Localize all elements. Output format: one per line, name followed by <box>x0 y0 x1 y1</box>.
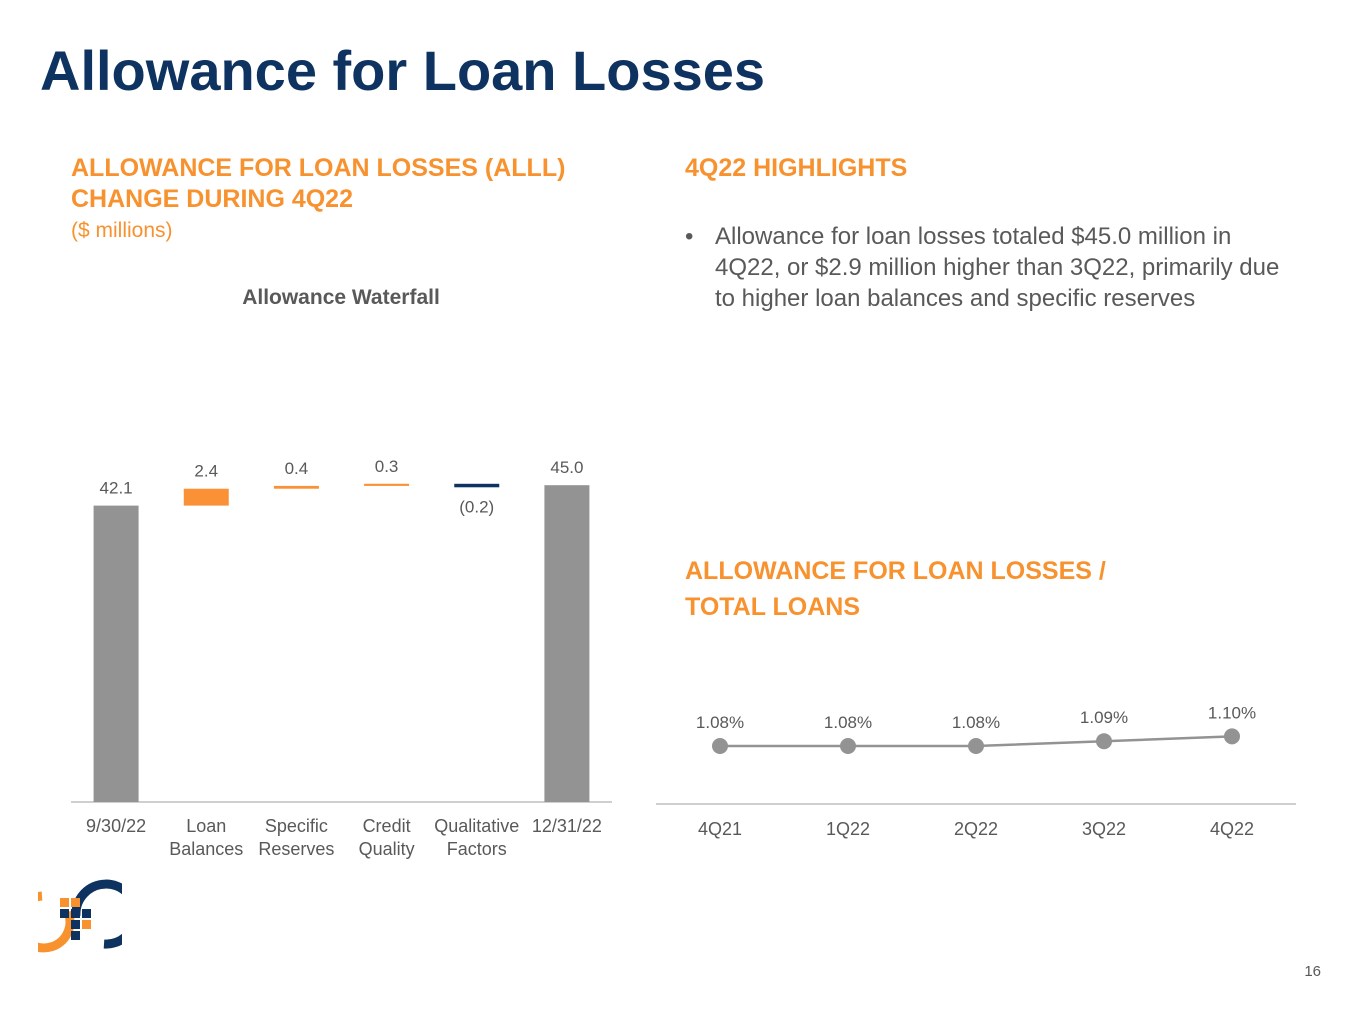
waterfall-category-label: Qualitative <box>434 816 519 836</box>
ratio-category-label: 3Q22 <box>1082 819 1126 839</box>
bank-logo-icon <box>38 879 122 953</box>
waterfall-category-label: 9/30/22 <box>86 816 146 836</box>
waterfall-category-label: Quality <box>359 839 415 859</box>
highlights-heading: 4Q22 HIGHLIGHTS <box>685 154 908 182</box>
page-title: Allowance for Loan Losses <box>40 39 766 102</box>
units-label: ($ millions) <box>71 219 173 242</box>
page-number: 16 <box>1304 963 1321 980</box>
ratio-data-label: 1.08% <box>952 713 1000 732</box>
ratio-point <box>840 738 856 754</box>
ratio-point <box>1096 733 1112 750</box>
waterfall-category-label: Specific <box>265 816 328 836</box>
waterfall-category-label: Factors <box>447 839 507 859</box>
ratio-category-label: 1Q22 <box>826 819 870 839</box>
highlight-item: • Allowance for loan losses totaled $45.… <box>685 221 1285 314</box>
waterfall-category-label: Balances <box>169 839 243 859</box>
ratio-data-label: 1.09% <box>1080 708 1128 727</box>
waterfall-bar <box>93 505 139 802</box>
waterfall-bar <box>273 485 319 489</box>
waterfall-category-label: Credit <box>363 816 411 836</box>
bullet-icon: • <box>685 223 694 250</box>
waterfall-category-label: 12/31/22 <box>532 816 602 836</box>
waterfall-data-label: 42.1 <box>100 479 133 498</box>
ratio-section-heading: ALLOWANCE FOR LOAN LOSSES / TOTAL LOANS <box>685 553 1106 625</box>
waterfall-bar <box>364 483 410 486</box>
waterfall-section-heading: ALLOWANCE FOR LOAN LOSSES (ALLL) CHANGE … <box>71 153 565 215</box>
ratio-data-label: 1.10% <box>1208 703 1256 722</box>
waterfall-data-label: (0.2) <box>459 497 494 516</box>
waterfall-data-label: 0.3 <box>375 457 399 476</box>
waterfall-bar <box>454 483 500 488</box>
waterfall-category-label: Reserves <box>258 839 334 859</box>
waterfall-heading-line2: CHANGE DURING 4Q22 <box>71 185 353 213</box>
ratio-category-label: 4Q22 <box>1210 819 1254 839</box>
ratio-heading-line1: ALLOWANCE FOR LOAN LOSSES / <box>685 557 1106 585</box>
highlight-text: Allowance for loan losses totaled $45.0 … <box>715 223 1280 312</box>
waterfall-bar <box>544 485 590 802</box>
waterfall-data-label: 45.0 <box>550 458 583 477</box>
ratio-point <box>712 738 728 754</box>
waterfall-bar <box>183 488 229 506</box>
ratio-category-label: 4Q21 <box>698 819 742 839</box>
waterfall-category-label: Loan <box>186 816 226 836</box>
ratio-point <box>968 738 984 754</box>
ratio-data-label: 1.08% <box>824 713 872 732</box>
waterfall-data-label: 2.4 <box>194 462 218 481</box>
highlights-list: • Allowance for loan losses totaled $45.… <box>685 221 1285 314</box>
ratio-data-label: 1.08% <box>696 713 744 732</box>
waterfall-data-label: 0.4 <box>285 459 309 478</box>
waterfall-heading-line1: ALLOWANCE FOR LOAN LOSSES (ALLL) <box>71 154 566 182</box>
ratio-category-label: 2Q22 <box>954 819 998 839</box>
ratio-point <box>1224 728 1240 745</box>
waterfall-chart-title: Allowance Waterfall <box>242 286 440 309</box>
ratio-heading-line2: TOTAL LOANS <box>685 593 860 621</box>
